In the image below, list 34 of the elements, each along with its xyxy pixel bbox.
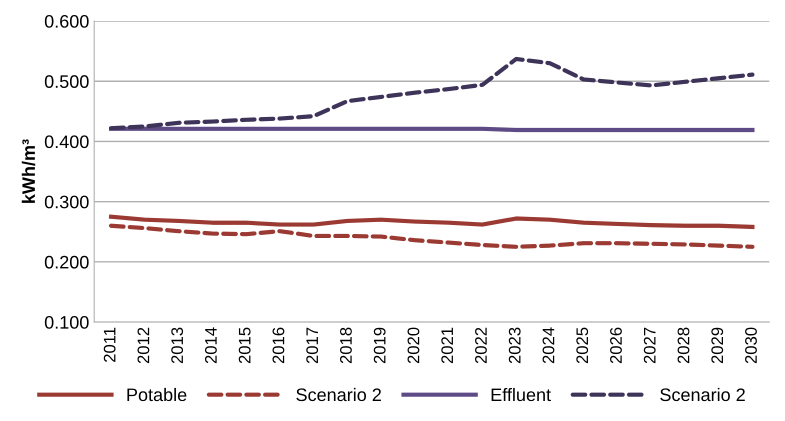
legend-label: Scenario 2 [296, 388, 381, 402]
y-tick-label: 0.100 [44, 316, 89, 329]
line-series [108, 56, 755, 130]
legend-label: Potable [127, 388, 186, 402]
x-tick-label: 2015 [238, 328, 251, 364]
line-series [108, 214, 755, 230]
x-tick-label: 2028 [678, 328, 690, 364]
x-tick-label: 2020 [408, 328, 420, 364]
x-tick-label: 2019 [374, 328, 386, 364]
x-tick-label: 2023 [508, 328, 521, 364]
x-tick-label: 2027 [644, 328, 656, 364]
x-tick-label: 2014 [205, 327, 217, 364]
x-tick-label: 2025 [576, 328, 588, 364]
y-tick-label: 0.400 [44, 135, 89, 148]
legend-label: Effluent [492, 388, 551, 402]
y-tick-label: 0.300 [44, 196, 89, 208]
x-tick-label: 2021 [441, 328, 454, 364]
x-tick-label: 2029 [711, 328, 724, 364]
y-tick-label: 0.500 [44, 75, 89, 88]
x-tick-label: 2012 [138, 328, 150, 364]
y-axis-title: kWh/m³ [22, 139, 36, 203]
x-tick-label: 2016 [272, 328, 284, 364]
x-tick-label: 2022 [475, 328, 487, 364]
line-series [108, 224, 755, 249]
x-tick-label: 2011 [104, 328, 116, 362]
x-tick-label: 2024 [542, 327, 554, 364]
x-tick-label: 2017 [306, 328, 318, 364]
y-tick-label: 0.200 [44, 256, 89, 269]
x-tick-label: 2026 [610, 328, 622, 364]
x-tick-label: 2030 [745, 328, 757, 364]
x-tick-label: 2013 [171, 328, 184, 364]
x-tick-label: 2018 [340, 328, 352, 364]
y-tick-label: 0.600 [44, 14, 89, 28]
legend-label: Scenario 2 [660, 388, 745, 402]
